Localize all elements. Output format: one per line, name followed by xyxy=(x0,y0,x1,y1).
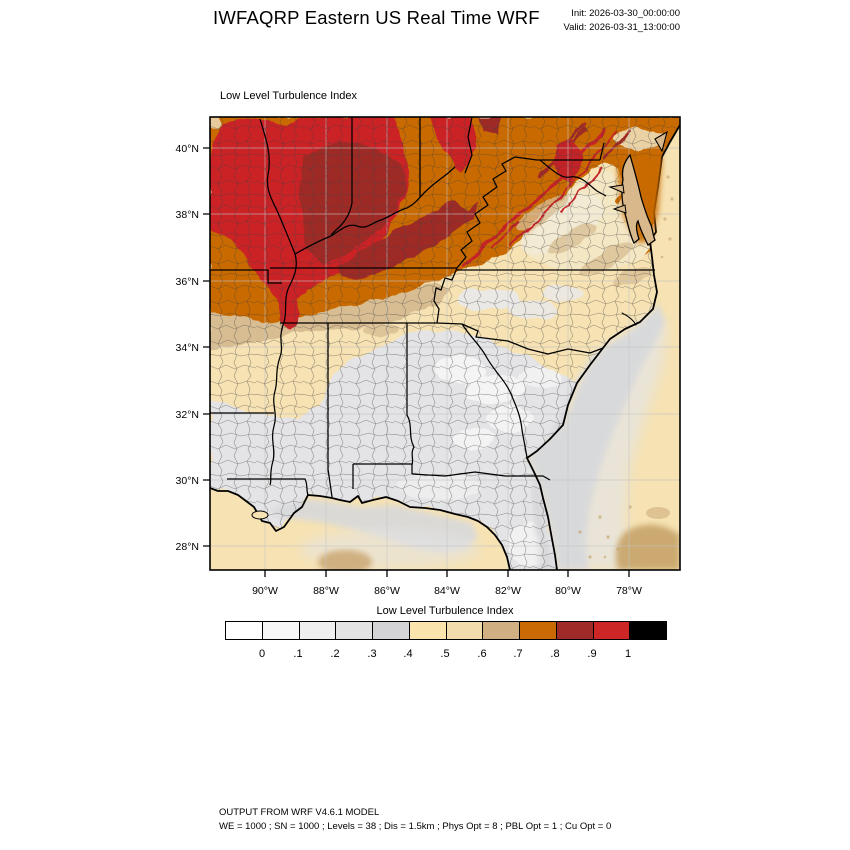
colorbar-cell xyxy=(409,622,447,639)
axis-ticks xyxy=(203,147,630,577)
model-info-line2: WE = 1000 ; SN = 1000 ; Levels = 38 ; Di… xyxy=(219,820,612,832)
lat-tick-label: 34°N xyxy=(176,342,199,354)
lat-tick-label: 28°N xyxy=(176,541,199,553)
lon-tick-label: 86°W xyxy=(374,585,400,597)
lon-axis: 90°W 88°W 86°W 84°W 82°W 80°W 78°W xyxy=(252,585,642,597)
turbulence-map: 40°N 38°N 36°N 34°N 32°N 30°N 28°N 90°W … xyxy=(176,116,681,597)
chesapeake-bay xyxy=(608,130,668,246)
lon-tick-label: 78°W xyxy=(616,585,642,597)
colorbar-tick: .9 xyxy=(587,648,597,660)
lat-tick-label: 38°N xyxy=(176,209,199,221)
model-info: OUTPUT FROM WRF V4.6.1 MODEL WE = 1000 ;… xyxy=(219,806,611,833)
colorbar-tick: .4 xyxy=(403,648,413,660)
coastline xyxy=(210,124,680,570)
colorbar-tick: 0 xyxy=(258,648,266,660)
colorbar-cell xyxy=(446,622,484,639)
colorbar-tick: .3 xyxy=(367,648,377,660)
colorbar-cell xyxy=(630,622,666,639)
colorbar-tick: .1 xyxy=(293,648,303,660)
lon-tick-label: 80°W xyxy=(555,585,581,597)
colorbar-cell xyxy=(226,622,263,639)
lon-tick-label: 84°W xyxy=(434,585,460,597)
colorbar-tick: .8 xyxy=(550,648,560,660)
page-title: IWFAQRP Eastern US Real Time WRF xyxy=(213,7,540,28)
init-time: Init: 2026-03-30_00:00:00 xyxy=(571,8,680,19)
colorbar-cell xyxy=(556,622,594,639)
colorbar-tick: .7 xyxy=(513,648,523,660)
colorbar-tick: .2 xyxy=(330,648,340,660)
map-subtitle: Low Level Turbulence Index xyxy=(220,90,357,102)
lat-tick-label: 32°N xyxy=(176,409,199,421)
colorbar-cell xyxy=(593,622,631,639)
colorbar-cell xyxy=(483,622,520,639)
run-info: Init: 2026-03-30_00:00:00 Valid: 2026-03… xyxy=(563,7,680,34)
state-borders xyxy=(210,117,655,498)
map-frame xyxy=(209,116,681,571)
colorbar xyxy=(225,621,667,640)
map-body: 40°N 38°N 36°N 34°N 32°N 30°N 28°N 90°W … xyxy=(176,116,681,597)
valid-time: Valid: 2026-03-31_13:00:00 xyxy=(563,21,680,33)
lon-tick-label: 82°W xyxy=(495,585,521,597)
colorbar-cell xyxy=(299,622,337,639)
lat-tick-label: 30°N xyxy=(176,475,199,487)
colorbar-tick: 1 xyxy=(624,648,632,660)
colorbar-tick: .5 xyxy=(440,648,450,660)
colorbar-cell xyxy=(336,622,373,639)
colorbar-cell xyxy=(520,622,557,639)
lat-axis: 40°N 38°N 36°N 34°N 32°N 30°N 28°N xyxy=(176,143,199,553)
model-info-line1: OUTPUT FROM WRF V4.6.1 MODEL xyxy=(219,807,380,818)
colorbar-tick: .6 xyxy=(477,648,487,660)
lat-tick-label: 40°N xyxy=(176,143,199,155)
colorbar-cell xyxy=(373,622,410,639)
lon-tick-label: 88°W xyxy=(313,585,339,597)
lon-tick-label: 90°W xyxy=(252,585,278,597)
colorbar-title: Low Level Turbulence Index xyxy=(376,605,514,617)
colorbar-cell xyxy=(262,622,300,639)
lat-tick-label: 36°N xyxy=(176,276,199,288)
